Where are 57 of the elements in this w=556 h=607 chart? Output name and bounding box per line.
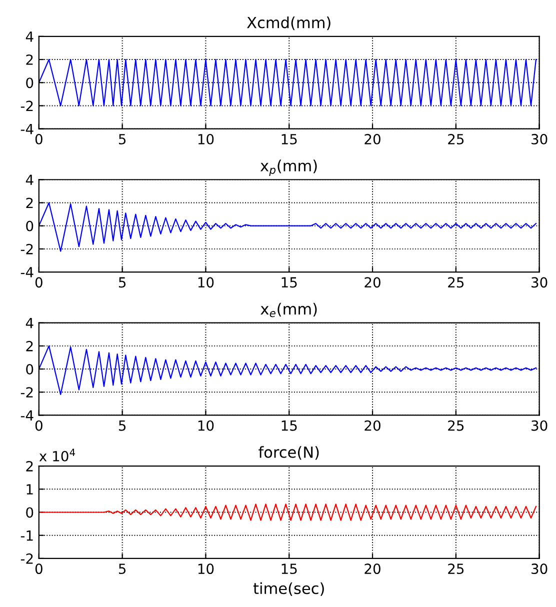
y-tick-label: 0 [26, 364, 34, 375]
y-tick-label: 4 [26, 318, 34, 328]
y-tick-label: 4 [26, 174, 34, 185]
x-tick-label: 30 [532, 134, 548, 144]
chart-title: x$_{e}$(mm) [260, 302, 317, 318]
y-tick-label: 2 [26, 198, 33, 208]
x-tick-label: 30 [532, 564, 548, 574]
x-tick-label: 20 [364, 564, 380, 574]
y-tick-label: -2 [20, 553, 33, 564]
x-tick-label: 20 [364, 134, 380, 144]
x-tick-label: 10 [198, 564, 214, 574]
y-tick-label: 0 [26, 220, 34, 232]
y-tick-label: 0 [26, 507, 34, 518]
x-tick-label: 0 [35, 420, 42, 431]
x-tick-label: 5 [118, 134, 126, 144]
y-tick-label: 4 [26, 32, 34, 42]
y-tick-label: 1 [26, 484, 33, 494]
x-tick-label: 20 [364, 420, 380, 431]
x-tick-label: 25 [448, 277, 464, 288]
x-tick-label: 25 [448, 134, 464, 144]
x-tick-label: 5 [118, 420, 126, 431]
x-tick-label: 0 [35, 277, 42, 288]
y-tick-label: 2 [26, 54, 33, 65]
x-tick-label: 30 [532, 420, 548, 431]
x-tick-label: 10 [198, 134, 214, 144]
x-tick-label: 5 [118, 277, 126, 288]
text: x 10$^{4}$ [39, 448, 75, 462]
y-tick-label: -2 [20, 387, 33, 398]
x-tick-label: 15 [282, 277, 297, 288]
x-tick-label: 25 [448, 564, 464, 574]
x-tick-label: 0 [35, 564, 42, 574]
y-tick-label: -2 [20, 100, 33, 111]
chart-title: x$_{p}$(mm) [260, 160, 317, 176]
y-tick-label: -4 [20, 410, 34, 421]
x-tick-label: 25 [448, 420, 464, 431]
x-tick-label: 15 [282, 564, 297, 574]
y-tick-label: -4 [20, 267, 34, 278]
line-series [38, 504, 537, 521]
y-tick-label: -2 [20, 244, 33, 254]
x-tick-label: 15 [282, 420, 297, 431]
chart-title: force(N) [258, 446, 319, 460]
line-series [38, 345, 537, 395]
x-tick-label: 10 [198, 277, 214, 288]
x-tick-label: 30 [532, 277, 548, 288]
x-tick-label: 5 [118, 564, 126, 574]
y-tick-label: 2 [26, 461, 33, 472]
x-tick-label: 10 [198, 420, 214, 431]
x-tick-label: 0 [35, 134, 42, 144]
line-series [38, 202, 537, 252]
x-axis-title: time(sec) [253, 582, 324, 596]
y-tick-label: -4 [20, 124, 34, 134]
y-tick-label: -1 [20, 530, 33, 541]
y-tick-label: 2 [26, 340, 33, 352]
x-tick-label: 15 [282, 134, 297, 144]
chart-title: Xcmd(mm) [247, 16, 330, 30]
x-tick-label: 20 [364, 277, 380, 288]
y-tick-label: 0 [26, 78, 34, 88]
